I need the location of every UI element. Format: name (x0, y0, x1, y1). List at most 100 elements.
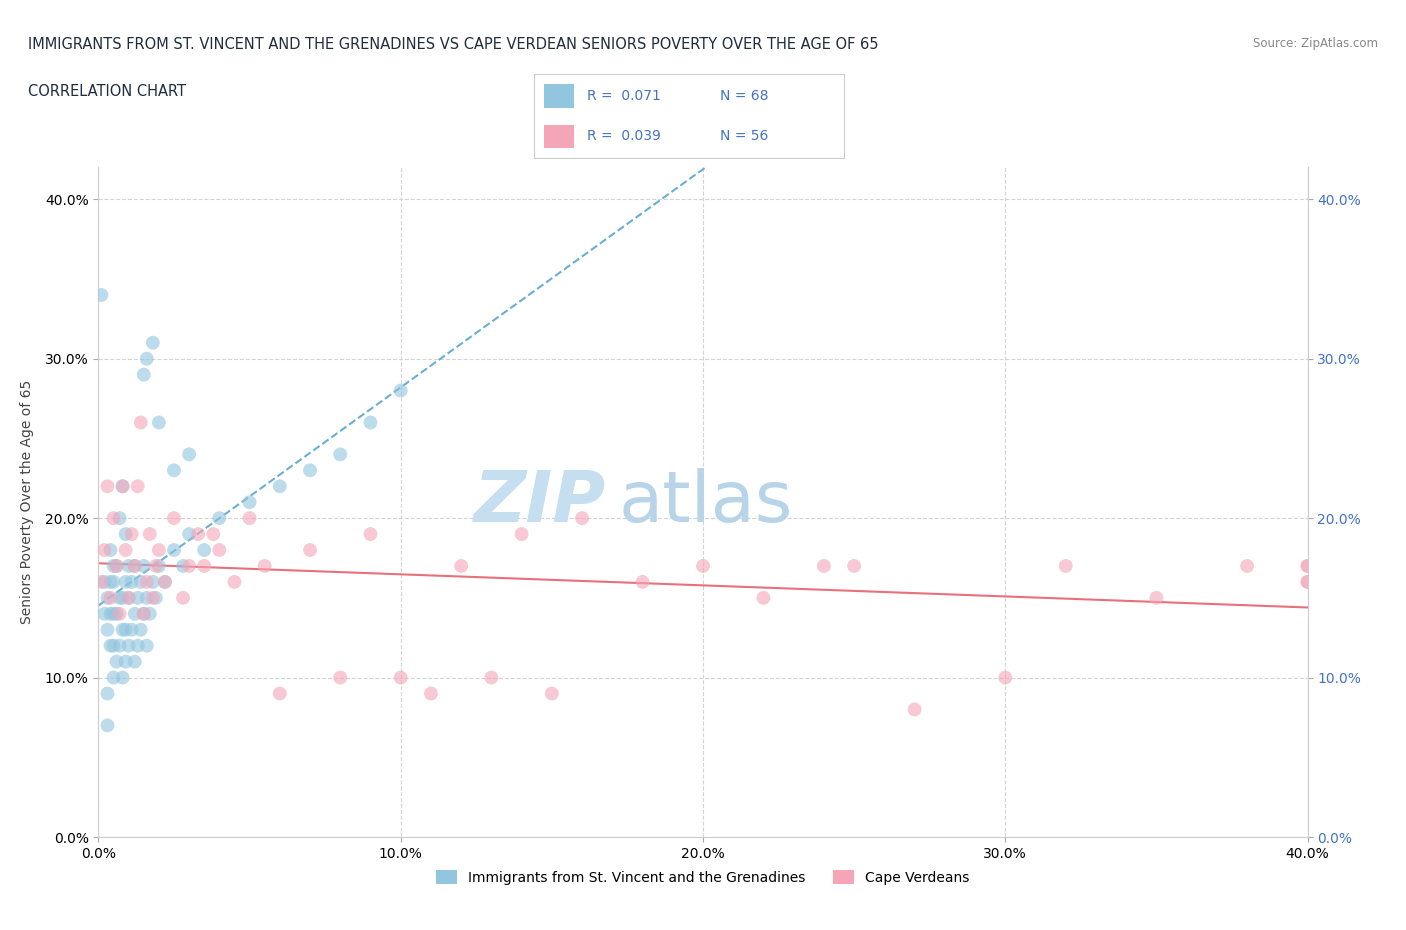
Point (121, 526, 143, 541)
Point (202, 526, 225, 541)
Text: N = 56: N = 56 (720, 129, 768, 143)
Point (90, 287, 112, 302)
Point (108, 511, 131, 525)
Point (111, 479, 134, 494)
Point (127, 638, 149, 653)
Point (692, 559, 714, 574)
Point (129, 575, 152, 590)
Text: CORRELATION CHART: CORRELATION CHART (28, 84, 186, 99)
Point (103, 511, 125, 525)
Point (121, 622, 143, 637)
Point (360, 526, 382, 541)
Text: R =  0.071: R = 0.071 (586, 89, 661, 103)
Point (148, 415, 170, 430)
Point (153, 575, 176, 590)
Point (93, 575, 115, 590)
Point (121, 575, 143, 590)
Point (111, 671, 134, 685)
Point (299, 542, 322, 557)
Point (269, 479, 291, 494)
Point (153, 575, 176, 590)
Text: atlas: atlas (619, 468, 793, 537)
Y-axis label: Seniors Poverty Over the Age of 65: Seniors Poverty Over the Age of 65 (20, 380, 34, 624)
Point (100, 575, 122, 590)
Text: Source: ZipAtlas.com: Source: ZipAtlas.com (1253, 37, 1378, 50)
Point (132, 367, 155, 382)
Point (100, 638, 122, 653)
Point (129, 415, 152, 430)
Point (108, 638, 131, 653)
Point (145, 559, 167, 574)
Point (103, 638, 125, 653)
Point (118, 559, 141, 574)
Point (100, 591, 122, 605)
Point (172, 591, 194, 605)
Point (844, 559, 866, 574)
Point (114, 622, 136, 637)
Point (103, 559, 125, 574)
Point (269, 686, 291, 701)
Point (124, 559, 146, 574)
Point (132, 559, 155, 574)
Point (1296, 559, 1319, 574)
Point (118, 591, 141, 605)
Point (163, 511, 186, 525)
Point (96, 479, 118, 494)
Text: R =  0.039: R = 0.039 (586, 129, 661, 143)
Point (105, 559, 128, 574)
Point (103, 671, 125, 685)
Text: ZIP: ZIP (474, 468, 606, 537)
Point (208, 542, 231, 557)
Legend: Immigrants from St. Vincent and the Grenadines, Cape Verdeans: Immigrants from St. Vincent and the Gren… (430, 864, 976, 890)
Point (329, 671, 352, 685)
Point (179, 447, 201, 462)
Point (90, 575, 112, 590)
Point (96, 591, 118, 605)
Point (145, 591, 167, 605)
Point (93, 606, 115, 621)
Point (193, 542, 215, 557)
Point (1296, 559, 1319, 574)
Point (752, 591, 775, 605)
Point (172, 559, 194, 574)
Point (132, 606, 155, 621)
Point (142, 591, 165, 605)
Point (105, 559, 128, 574)
Point (114, 526, 136, 541)
Point (105, 654, 128, 669)
Point (127, 479, 149, 494)
Point (111, 591, 134, 605)
Point (93, 542, 115, 557)
Point (103, 575, 125, 590)
Point (208, 511, 231, 525)
Point (132, 606, 155, 621)
FancyBboxPatch shape (544, 85, 575, 108)
Point (142, 575, 165, 590)
Point (187, 526, 209, 541)
Point (904, 702, 927, 717)
Point (193, 559, 215, 574)
Text: N = 68: N = 68 (720, 89, 768, 103)
Point (148, 559, 170, 574)
Point (100, 606, 122, 621)
Point (389, 671, 412, 685)
Point (1054, 559, 1077, 574)
Point (163, 463, 186, 478)
Point (114, 575, 136, 590)
Point (450, 559, 472, 574)
Point (118, 591, 141, 605)
Point (114, 542, 136, 557)
Point (139, 526, 162, 541)
Point (103, 606, 125, 621)
Point (481, 671, 503, 685)
Point (389, 383, 412, 398)
Point (299, 463, 322, 478)
Point (111, 622, 134, 637)
Point (135, 638, 157, 653)
Text: IMMIGRANTS FROM ST. VINCENT AND THE GRENADINES VS CAPE VERDEAN SENIORS POVERTY O: IMMIGRANTS FROM ST. VINCENT AND THE GREN… (28, 37, 879, 52)
Point (813, 559, 835, 574)
Point (148, 542, 170, 557)
Point (118, 638, 141, 653)
Point (96, 718, 118, 733)
Point (124, 606, 146, 621)
